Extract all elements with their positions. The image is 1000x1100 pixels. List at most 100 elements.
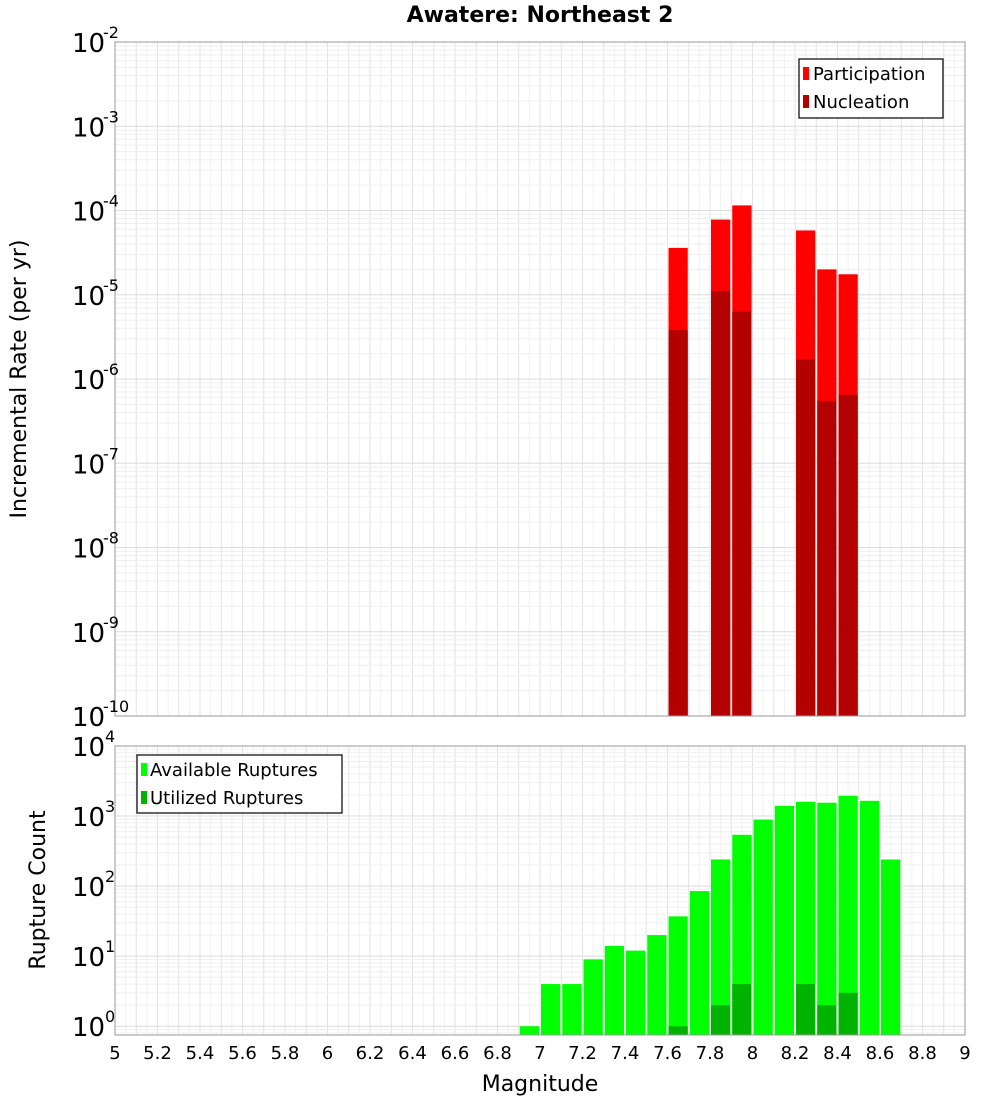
x-tick-label: 8.2 — [781, 1043, 810, 1064]
legend-swatch-utilized-ruptures — [141, 791, 147, 804]
rupture-count-plot-legend: Available Ruptures Utilized Ruptures — [136, 754, 343, 814]
count-available-ruptures-bar — [859, 800, 879, 1035]
x-tick-label: 7.2 — [568, 1043, 597, 1064]
rate-plot-y-label: Incremental Rate (per yr) — [7, 240, 32, 519]
rate-plot-frame — [114, 41, 966, 717]
svg-text:3: 3 — [105, 797, 115, 816]
rate-nucleation-bar — [817, 400, 837, 716]
svg-text:-10: -10 — [103, 697, 129, 716]
y-tick-label: 10-6 — [72, 360, 119, 396]
svg-text:10: 10 — [72, 733, 105, 763]
x-tick-label: 5.4 — [186, 1043, 215, 1064]
rate-plot-legend: Participation Nucleation — [798, 58, 944, 119]
svg-text:1: 1 — [105, 937, 115, 956]
svg-text:10: 10 — [72, 703, 105, 733]
count-available-ruptures-bar — [774, 805, 794, 1035]
x-axis-ticks: 5 5.2 5.4 5.6 5.8 6 6.2 6.4 6.6 6.8 7 7.2 7.4 7.6 7.8 8… — [109, 1043, 970, 1064]
x-tick-label: 7.8 — [696, 1043, 725, 1064]
y-tick-label: 10-4 — [72, 192, 119, 228]
x-tick-label: 9 — [959, 1043, 970, 1064]
rate-plot-grid — [114, 41, 966, 717]
svg-text:-5: -5 — [103, 276, 119, 295]
x-tick-label: 7 — [534, 1043, 545, 1064]
svg-text:10: 10 — [72, 366, 105, 396]
svg-text:10: 10 — [72, 943, 105, 973]
svg-text:10: 10 — [72, 873, 105, 903]
chart-title: Awatere: Northeast 2 — [407, 3, 674, 28]
rupture-count-plot-bars — [519, 795, 901, 1035]
svg-text:10: 10 — [72, 198, 105, 228]
count-available-ruptures-bar — [711, 859, 731, 1035]
svg-text:0: 0 — [105, 1007, 115, 1026]
y-tick-label: 10 3 — [72, 797, 115, 833]
svg-text:10: 10 — [72, 113, 105, 143]
legend-label-available-ruptures: Available Ruptures — [150, 760, 318, 781]
count-available-ruptures-bar — [604, 945, 624, 1035]
x-tick-label: 6.8 — [483, 1043, 512, 1064]
rate-nucleation-bar — [796, 359, 816, 716]
count-available-ruptures-bar — [689, 891, 709, 1035]
legend-swatch-participation — [803, 67, 809, 80]
rate-plot-y-ticks: 10-210-310-410-510-610-710-810-910-10 — [72, 23, 129, 733]
legend-swatch-available-ruptures — [141, 763, 147, 776]
rupture-count-plot-frame — [114, 745, 966, 1036]
svg-text:2: 2 — [105, 867, 115, 886]
y-tick-label: 10-3 — [72, 107, 119, 143]
legend-label-nucleation: Nucleation — [813, 92, 909, 113]
y-tick-label: 10 0 — [72, 1007, 115, 1043]
y-tick-label: 10 4 — [72, 727, 115, 763]
x-tick-label: 6.2 — [356, 1043, 385, 1064]
svg-text:-3: -3 — [103, 107, 119, 126]
y-tick-label: 10-10 — [72, 697, 129, 733]
rate-nucleation-bar — [711, 291, 731, 716]
legend-swatch-nucleation — [803, 95, 809, 108]
count-utilized-ruptures-bar — [732, 984, 752, 1035]
x-tick-label: 5.2 — [143, 1043, 172, 1064]
y-tick-label: 10-8 — [72, 529, 119, 565]
count-utilized-ruptures-bar — [711, 1005, 731, 1035]
y-tick-label: 10-9 — [72, 613, 119, 649]
svg-text:10: 10 — [72, 282, 105, 312]
x-tick-label: 7.6 — [653, 1043, 682, 1064]
svg-text:-8: -8 — [103, 529, 119, 548]
svg-text:4: 4 — [105, 727, 115, 746]
rate-plot-bars — [668, 205, 858, 716]
x-tick-label: 6.6 — [441, 1043, 470, 1064]
svg-text:10: 10 — [72, 619, 105, 649]
count-available-ruptures-bar — [541, 984, 561, 1035]
count-available-ruptures-bar — [583, 959, 603, 1035]
legend-label-utilized-ruptures: Utilized Ruptures — [150, 788, 303, 809]
y-tick-label: 10 1 — [72, 937, 115, 973]
count-available-ruptures-bar — [753, 819, 773, 1035]
x-tick-label: 8 — [747, 1043, 758, 1064]
rate-plot: 10-210-310-410-510-610-710-810-910-10 In… — [7, 23, 966, 733]
rate-nucleation-bar — [668, 330, 688, 716]
count-available-ruptures-bar — [647, 935, 667, 1035]
count-available-ruptures-bar — [817, 802, 837, 1035]
legend-label-participation: Participation — [813, 64, 925, 85]
x-tick-label: 5 — [109, 1043, 120, 1064]
svg-text:-4: -4 — [103, 192, 119, 211]
x-tick-label: 8.8 — [908, 1043, 937, 1064]
count-available-ruptures-bar — [519, 1026, 539, 1035]
x-tick-label: 8.4 — [823, 1043, 852, 1064]
x-tick-label: 7.4 — [611, 1043, 640, 1064]
x-axis-label: Magnitude — [482, 1072, 599, 1097]
svg-text:10: 10 — [72, 803, 105, 833]
rate-nucleation-bar — [732, 311, 752, 716]
svg-text:-2: -2 — [103, 23, 119, 42]
x-tick-label: 5.8 — [271, 1043, 300, 1064]
count-available-ruptures-bar — [626, 950, 646, 1035]
count-available-ruptures-bar — [796, 801, 816, 1035]
svg-text:10: 10 — [72, 535, 105, 565]
count-available-ruptures-bar — [881, 859, 901, 1035]
count-available-ruptures-bar — [838, 795, 858, 1035]
svg-text:10: 10 — [72, 450, 105, 480]
svg-text:-6: -6 — [103, 360, 119, 379]
y-tick-label: 10-7 — [72, 444, 119, 480]
count-utilized-ruptures-bar — [796, 984, 816, 1035]
count-available-ruptures-bar — [562, 984, 582, 1035]
